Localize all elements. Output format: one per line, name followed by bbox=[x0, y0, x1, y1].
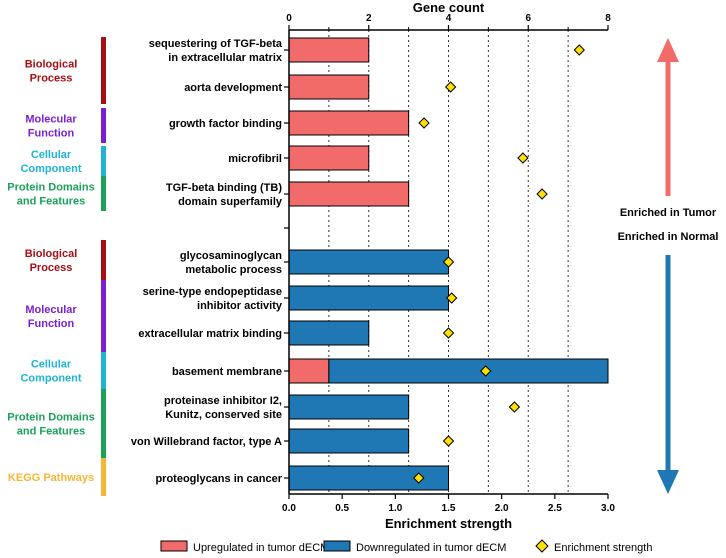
tumor-group-label: and Features bbox=[17, 196, 85, 208]
normal-category-label: basement membrane bbox=[172, 366, 282, 378]
tumor-category-label: microfibril bbox=[228, 153, 282, 165]
normal-strength-diamond bbox=[442, 256, 455, 268]
normal-bar-down bbox=[288, 394, 410, 420]
normal-group-label: Protein Domains bbox=[7, 412, 94, 424]
tumor-group-bar bbox=[101, 37, 106, 104]
tumor-category-label: growth factor binding bbox=[169, 118, 282, 130]
normal-category-label: glycosaminoglycan bbox=[180, 250, 282, 262]
top-tick-label: 6 bbox=[525, 13, 531, 24]
bottom-tick-label: 1.5 bbox=[442, 503, 456, 514]
normal-group-label: Biological bbox=[25, 248, 78, 260]
tumor-strength-diamond bbox=[418, 117, 430, 129]
legend-label: Enrichment strength bbox=[554, 542, 652, 554]
bottom-tick-label: 1.0 bbox=[388, 503, 402, 514]
tumor-group-label: Function bbox=[28, 128, 75, 140]
top-tick-label: 4 bbox=[446, 13, 452, 24]
tumor-category-label: domain superfamily bbox=[178, 196, 283, 208]
tumor-category-label: aorta development bbox=[184, 82, 282, 94]
enriched-normal-arrow-head bbox=[657, 470, 679, 494]
normal-group-label: Component bbox=[20, 373, 81, 385]
bottom-tick-label: 0.5 bbox=[335, 503, 349, 514]
bottom-tick-label: 3.0 bbox=[601, 503, 615, 514]
tumor-bar-up bbox=[288, 145, 370, 171]
bottom-tick-label: 0.0 bbox=[282, 503, 296, 514]
legend-label: Upregulated in tumor dECM bbox=[193, 542, 329, 554]
normal-category-label: extracellular matrix binding bbox=[138, 328, 282, 340]
tumor-group-label: Protein Domains bbox=[7, 182, 94, 194]
normal-bar-up bbox=[288, 358, 330, 384]
bottom-tick-label: 2.0 bbox=[495, 503, 509, 514]
tumor-strength-diamond bbox=[573, 44, 585, 56]
tumor-group-bar bbox=[101, 176, 106, 211]
normal-category-label: inhibitor activity bbox=[197, 300, 283, 312]
normal-category-label: Kunitz, conserved site bbox=[165, 409, 282, 421]
normal-group-label: Molecular bbox=[25, 304, 77, 316]
normal-strength-diamond bbox=[480, 365, 492, 377]
normal-bar-down bbox=[288, 249, 449, 275]
tumor-category-label: in extracellular matrix bbox=[168, 52, 283, 64]
tumor-group-label: Process bbox=[30, 73, 73, 85]
tumor-bar-up bbox=[288, 110, 410, 136]
top-axis-title: Gene count bbox=[413, 0, 485, 15]
legend-swatch bbox=[160, 540, 188, 552]
normal-bar-down bbox=[288, 320, 370, 346]
normal-group-label: KEGG Pathways bbox=[8, 472, 94, 484]
tumor-group-label: Component bbox=[20, 163, 81, 175]
normal-group-label: Function bbox=[28, 318, 75, 330]
tumor-group-label: Cellular bbox=[31, 149, 72, 161]
legend-label: Downregulated in tumor dECM bbox=[356, 542, 506, 554]
normal-bar-down bbox=[288, 428, 410, 454]
normal-strength-diamond bbox=[413, 472, 425, 484]
tumor-group-bar bbox=[101, 108, 106, 143]
enriched-tumor-label: Enriched in Tumor bbox=[620, 207, 717, 219]
enriched-normal-label: Enriched in Normal bbox=[618, 231, 719, 243]
tumor-category-label: TGF-beta binding (TB) bbox=[166, 182, 282, 194]
tumor-strength-diamond bbox=[536, 188, 548, 200]
normal-category-label: proteinase inhibitor I2, bbox=[164, 395, 282, 407]
top-tick-label: 8 bbox=[605, 13, 611, 24]
tumor-bar-up bbox=[288, 74, 370, 100]
normal-strength-diamond bbox=[445, 292, 458, 304]
tumor-group-label: Biological bbox=[25, 59, 78, 71]
bottom-tick-label: 2.5 bbox=[548, 503, 562, 514]
tumor-group-bar bbox=[101, 146, 106, 176]
legend-diamond bbox=[535, 539, 549, 553]
top-tick-label: 2 bbox=[366, 13, 372, 24]
normal-bar-down bbox=[328, 358, 609, 384]
tumor-bar-up bbox=[288, 37, 370, 63]
normal-bar-down bbox=[288, 465, 449, 491]
tumor-strength-diamond bbox=[517, 152, 529, 164]
normal-category-label: metabolic process bbox=[185, 264, 282, 276]
normal-strength-diamond bbox=[442, 435, 455, 447]
normal-group-label: and Features bbox=[17, 426, 85, 438]
normal-group-bar bbox=[101, 458, 106, 496]
bottom-axis-title: Enrichment strength bbox=[385, 516, 512, 531]
normal-group-bar bbox=[101, 389, 106, 458]
tumor-category-label: sequestering of TGF-beta bbox=[149, 38, 283, 50]
normal-strength-diamond bbox=[508, 401, 521, 413]
top-tick-label: 0 bbox=[286, 13, 292, 24]
normal-group-label: Process bbox=[30, 262, 73, 274]
enriched-tumor-arrow-head bbox=[657, 38, 679, 62]
normal-group-bar bbox=[101, 352, 106, 389]
normal-category-label: serine-type endopeptidase bbox=[143, 286, 282, 298]
tumor-strength-diamond bbox=[444, 81, 457, 93]
normal-strength-diamond bbox=[442, 327, 455, 339]
tumor-bar-up bbox=[288, 181, 410, 207]
normal-group-bar bbox=[101, 280, 106, 352]
legend-swatch bbox=[323, 540, 351, 552]
normal-category-label: von Willebrand factor, type A bbox=[131, 436, 282, 448]
normal-bar-down bbox=[288, 285, 449, 311]
tumor-group-label: Molecular bbox=[25, 114, 77, 126]
normal-group-label: Cellular bbox=[31, 359, 72, 371]
normal-group-bar bbox=[101, 240, 106, 280]
normal-category-label: proteoglycans in cancer bbox=[155, 473, 282, 485]
